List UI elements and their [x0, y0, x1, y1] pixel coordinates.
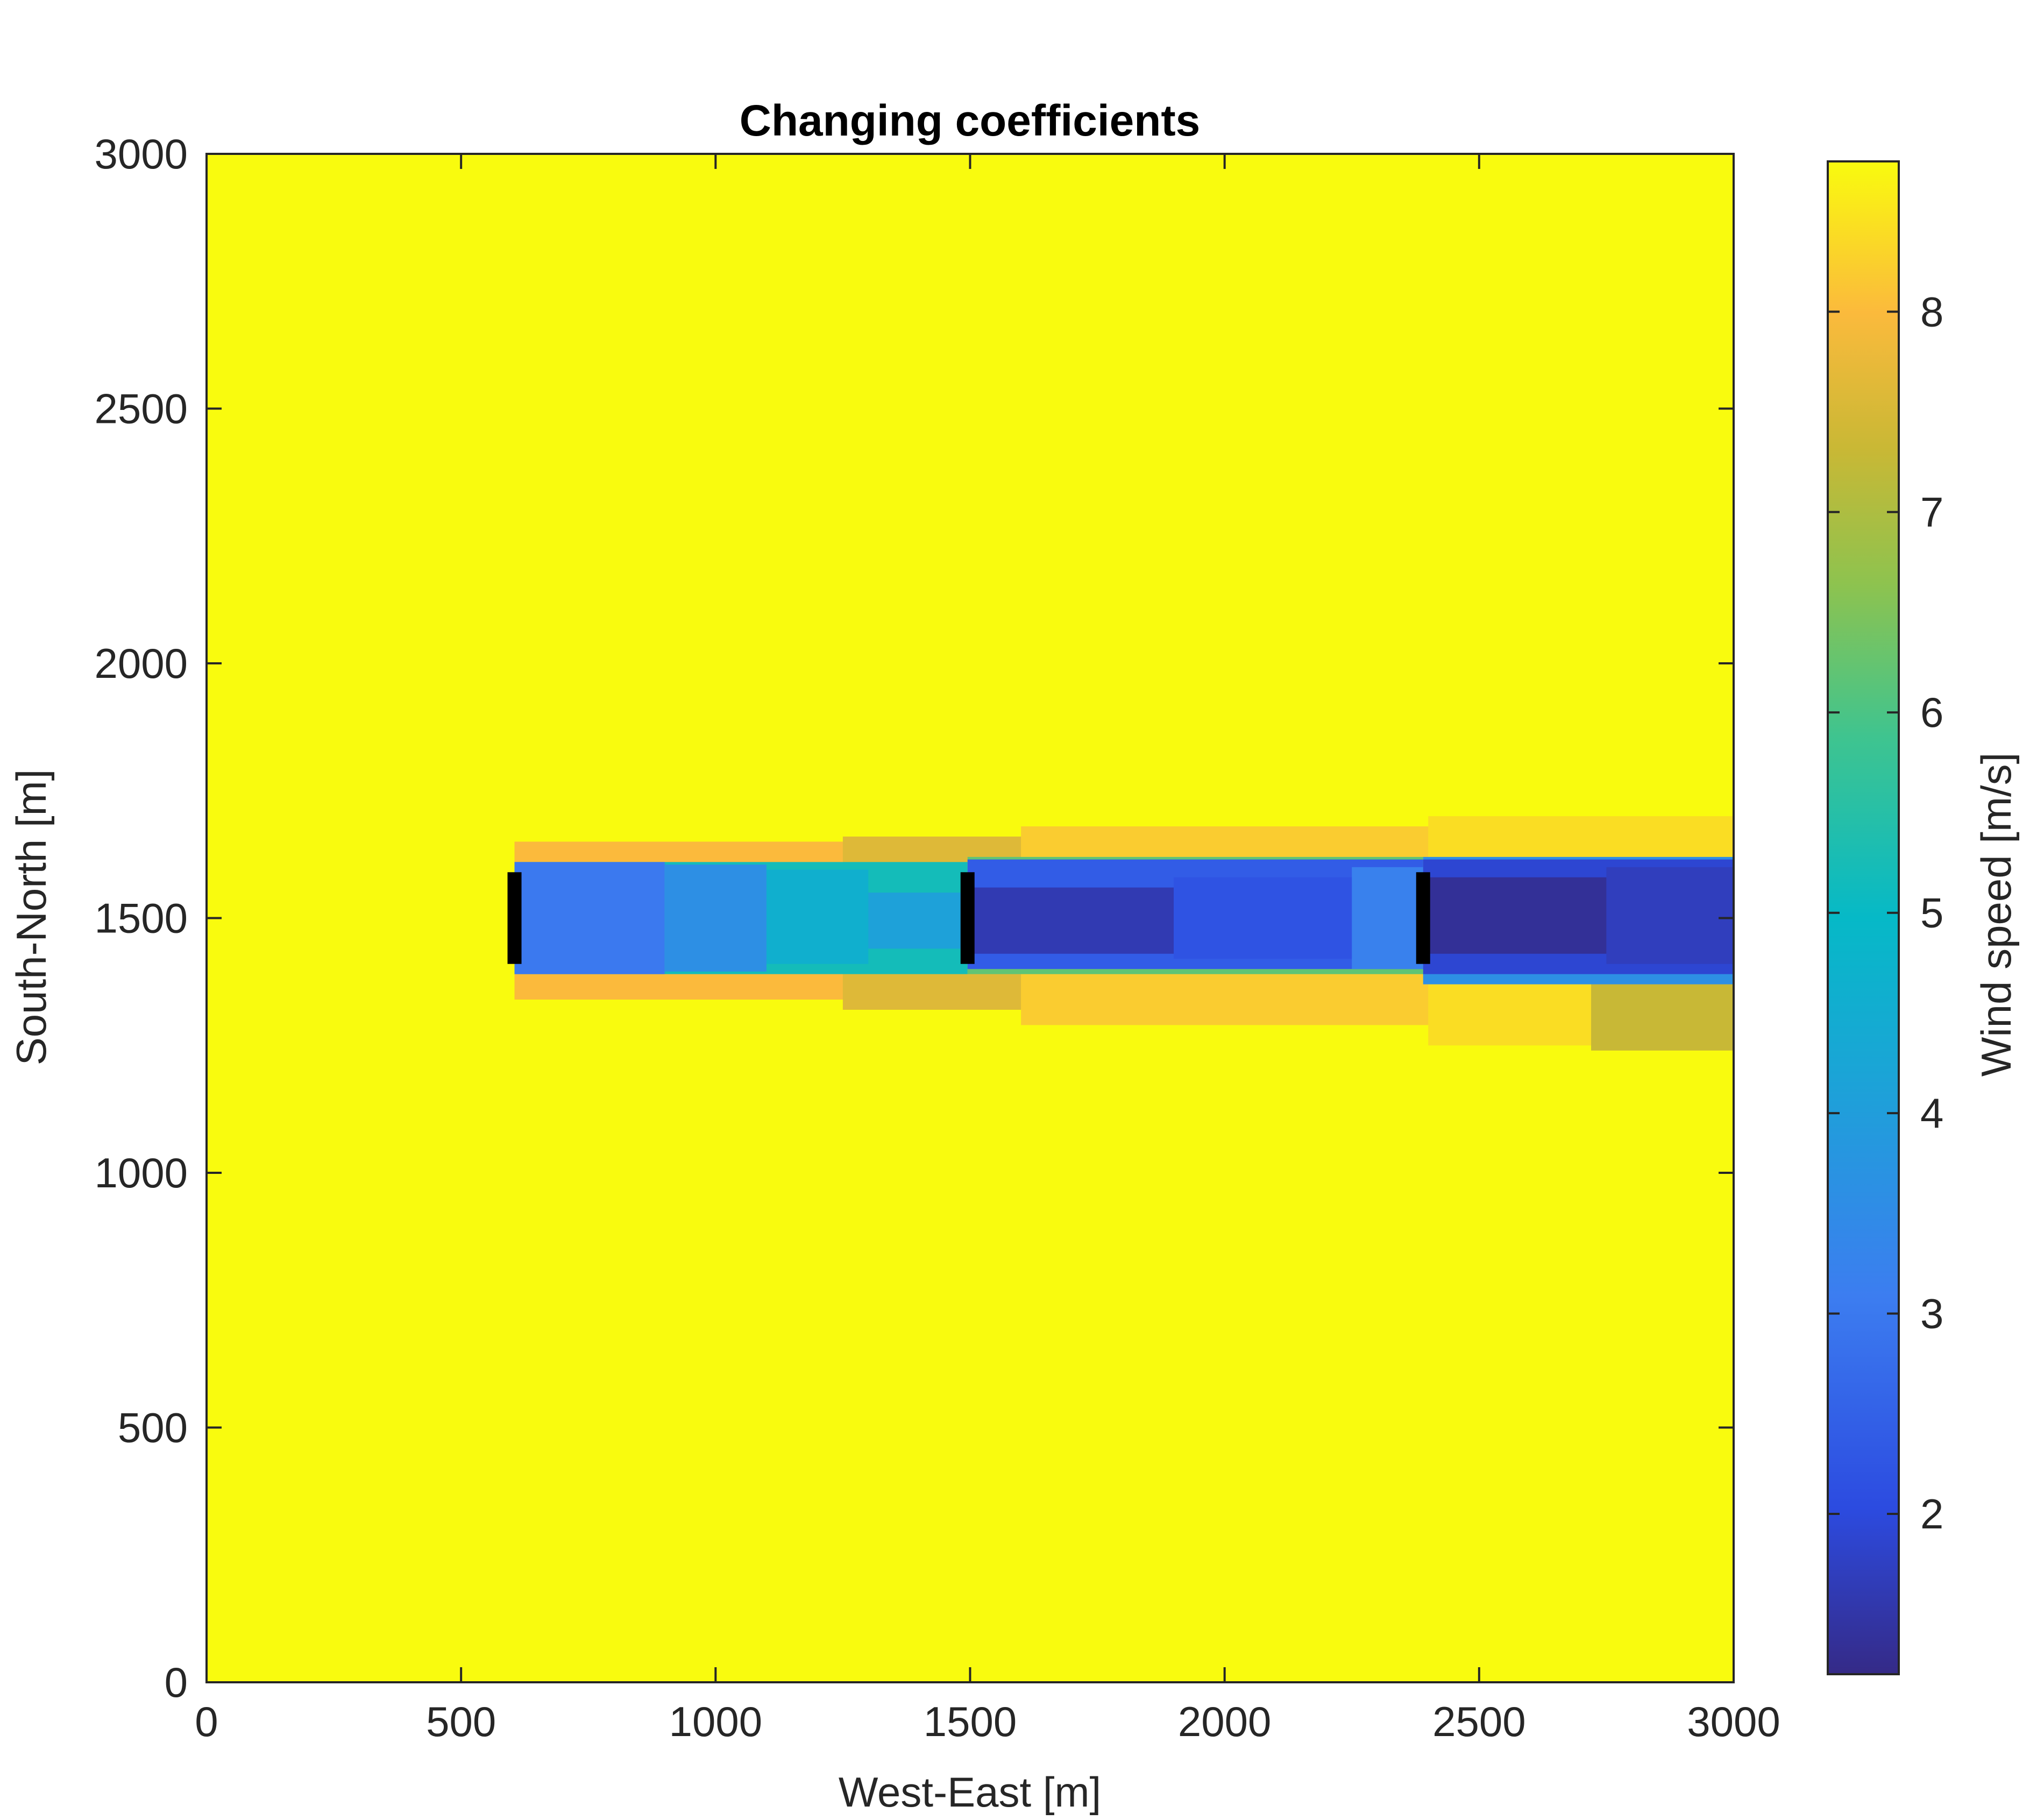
wake-cell — [868, 893, 968, 949]
colorbar-label: Wind speed [m/s] — [1972, 753, 2020, 1077]
y-tick-label: 1000 — [94, 1149, 188, 1196]
turbine-marker — [960, 872, 975, 964]
x-tick-label: 1500 — [924, 1698, 1017, 1745]
chart-title: Changing coefficients — [740, 96, 1201, 145]
x-tick-label: 2000 — [1178, 1698, 1272, 1745]
x-tick-label: 2500 — [1432, 1698, 1526, 1745]
colorbar-tick-label: 7 — [1920, 488, 1943, 536]
wake-cell — [1352, 867, 1423, 969]
turbine-marker — [1416, 872, 1430, 964]
turbine-marker — [507, 872, 522, 964]
colorbar-tick-label: 6 — [1920, 689, 1943, 736]
colorbar-tick-label: 3 — [1920, 1290, 1943, 1337]
colorbar-tick-label: 5 — [1920, 889, 1943, 937]
x-axis-label: West-East [m] — [839, 1768, 1101, 1816]
x-tick-label: 1000 — [669, 1698, 763, 1745]
turbine-layer — [507, 872, 1430, 964]
y-axis-ticks: 0 500 1000 1500 2000 2500 3000 — [94, 130, 1734, 1706]
wake-cell — [664, 865, 767, 972]
y-tick-label: 1500 — [94, 895, 188, 942]
colorbar-ticks: 2 3 4 5 6 7 8 — [1828, 288, 1943, 1538]
x-tick-label: 0 — [195, 1698, 218, 1745]
wake-layer — [514, 816, 1734, 1051]
wake-cell — [1423, 877, 1607, 954]
y-tick-label: 500 — [118, 1404, 188, 1451]
wake-cell — [514, 862, 665, 974]
x-tick-label: 500 — [426, 1698, 496, 1745]
colorbar-tick-label: 2 — [1920, 1490, 1943, 1538]
colorbar-tick-label: 4 — [1920, 1089, 1943, 1137]
wake-cell — [967, 887, 1174, 954]
wake-cell — [1174, 877, 1352, 959]
y-tick-label: 2000 — [94, 640, 188, 687]
y-tick-label: 0 — [165, 1659, 188, 1706]
wake-cell — [1606, 867, 1734, 964]
colorbar-gradient — [1827, 160, 1900, 1675]
colorbar-tick-label: 8 — [1920, 288, 1943, 335]
wake-cell — [766, 869, 869, 964]
x-tick-label: 3000 — [1687, 1698, 1780, 1745]
plot-area — [207, 154, 1734, 1682]
colorbar: 2 3 4 5 6 7 8 Wind speed [m/s] — [1827, 160, 2020, 1675]
y-tick-label: 3000 — [94, 130, 188, 178]
y-tick-label: 2500 — [94, 385, 188, 433]
y-axis-label: South-North [m] — [8, 769, 55, 1066]
x-axis-ticks: 0 500 1000 1500 2000 2500 3000 — [195, 154, 1780, 1745]
wake-cell — [1591, 979, 1734, 1051]
